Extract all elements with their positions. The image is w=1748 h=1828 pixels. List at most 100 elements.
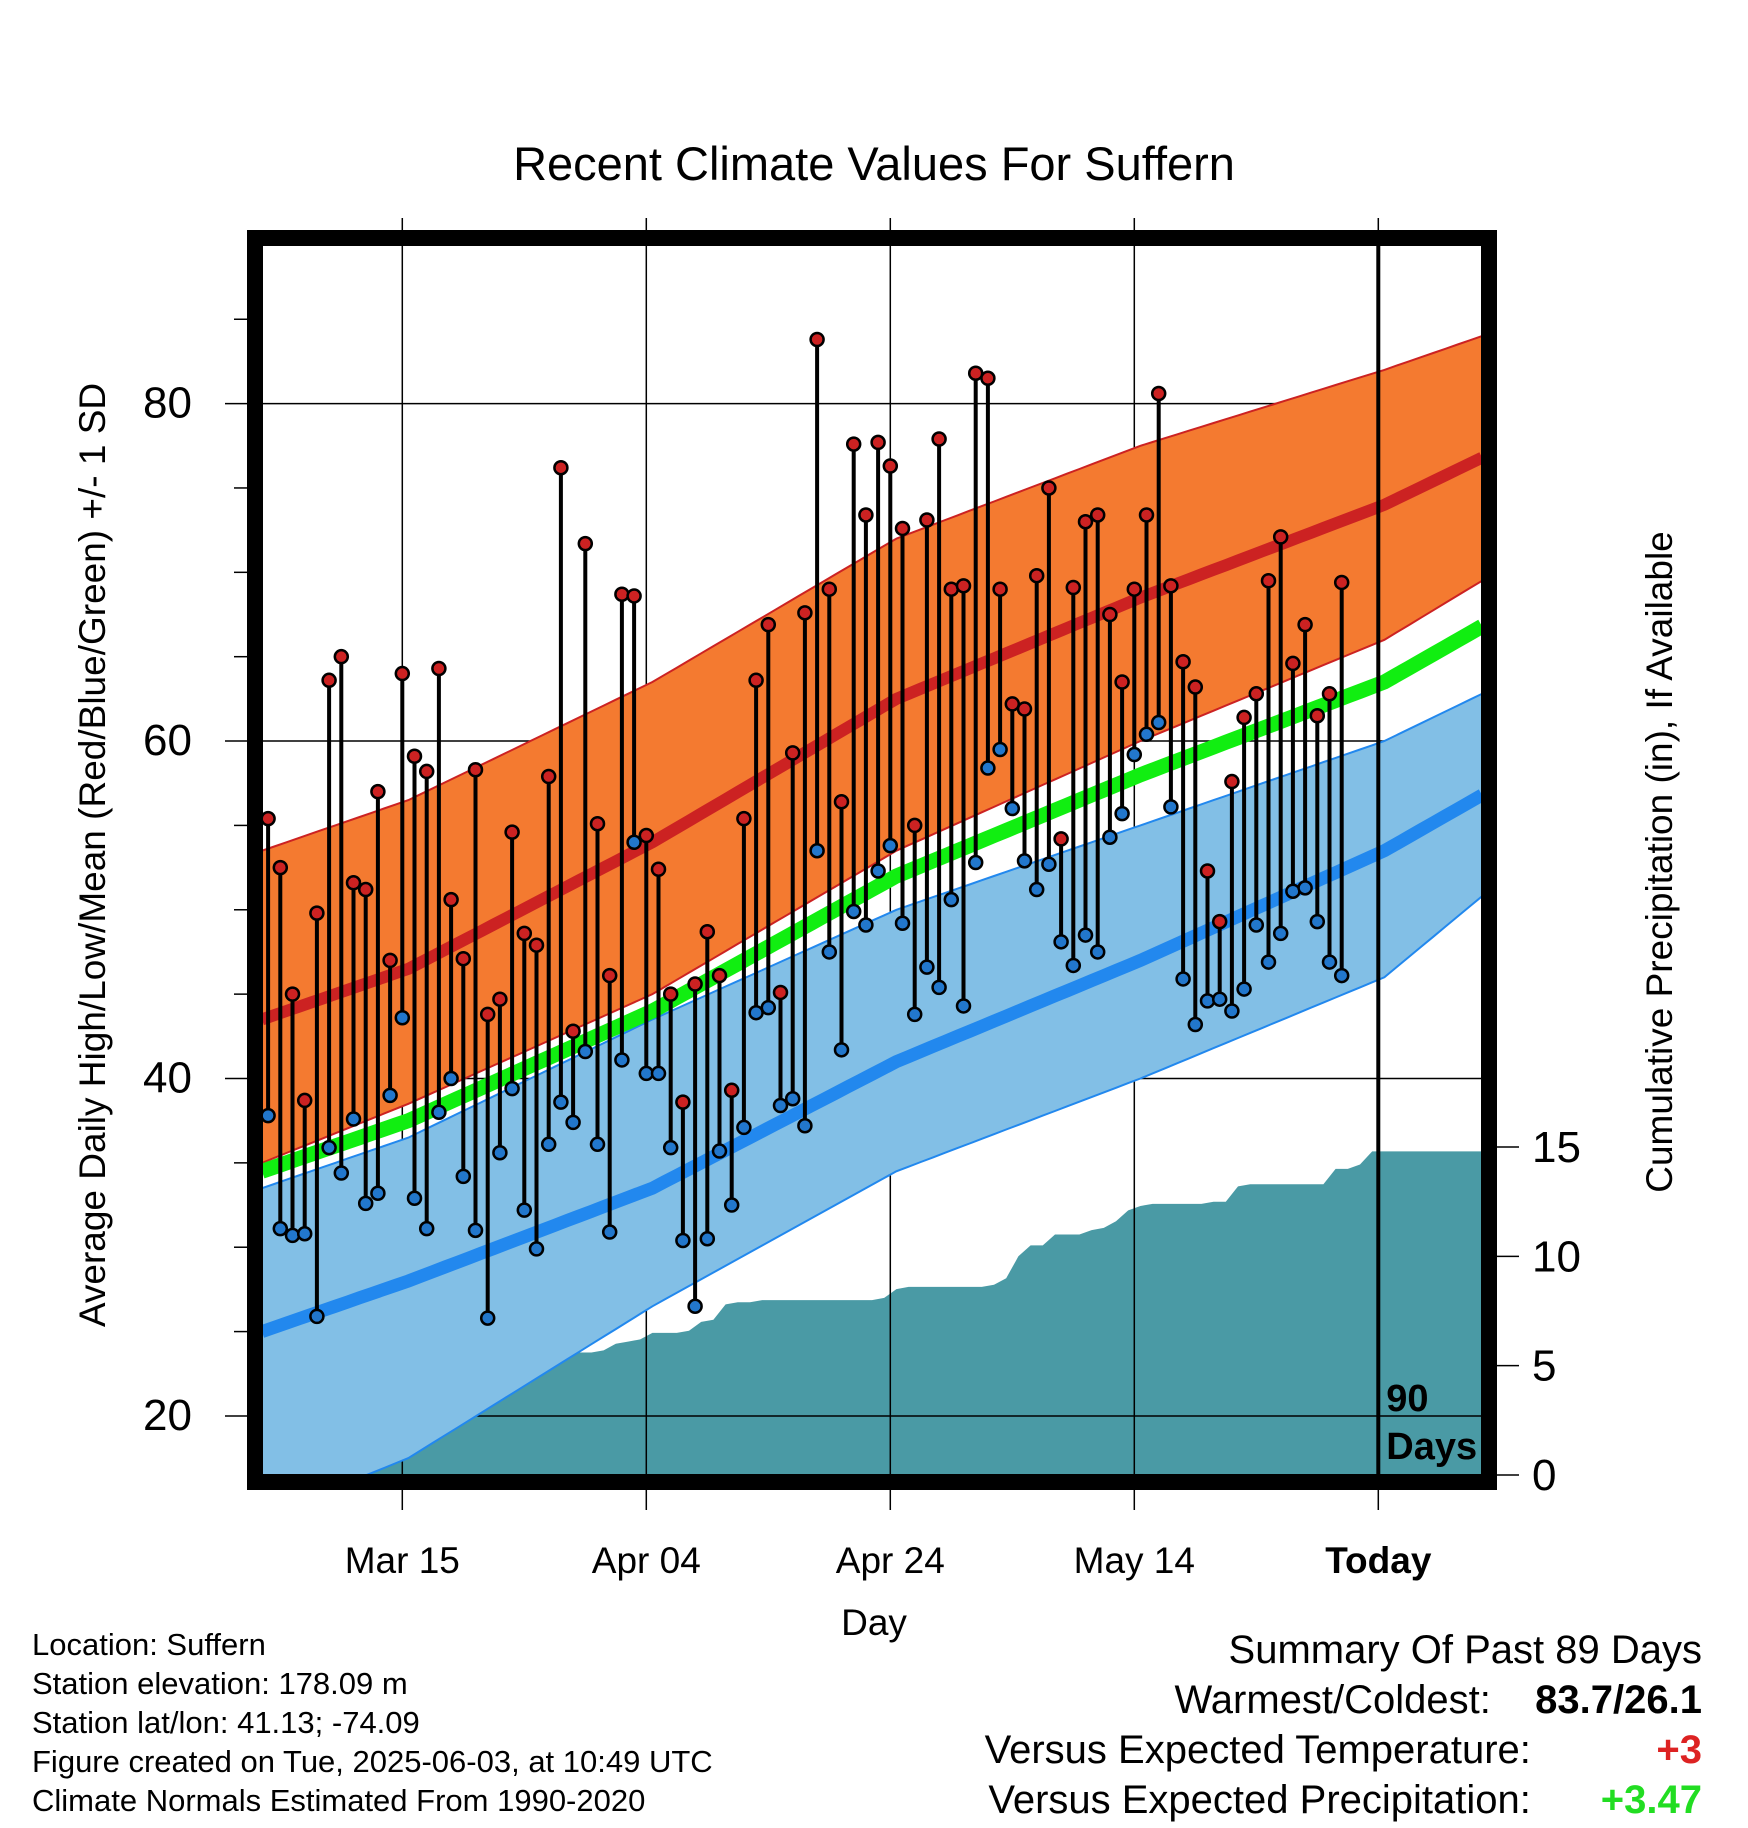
high-point (1114, 674, 1130, 690)
low-point (528, 1241, 545, 1257)
low-point (467, 1222, 484, 1239)
high-point (1224, 773, 1240, 790)
low-point (296, 1225, 313, 1242)
high-point (357, 881, 374, 898)
plot-content: 90 Days (262, 245, 1482, 1475)
y2-axis-label: Cumulative Precipitation (in), If Availa… (1639, 531, 1680, 1193)
high-point (931, 431, 947, 447)
low-point (1199, 993, 1216, 1009)
low-point (1260, 954, 1277, 970)
low-point (1236, 981, 1252, 997)
low-point (1224, 1003, 1240, 1019)
high-point (467, 761, 484, 778)
low-point (699, 1231, 716, 1247)
high-point (748, 672, 764, 689)
high-point (723, 1082, 740, 1099)
y-tick-label: 20 (143, 1391, 192, 1440)
low-point (382, 1087, 398, 1104)
low-point (565, 1114, 581, 1131)
low-point (1297, 880, 1313, 896)
axes: 20 40 60 80 0 5 10 15 Mar 15 Apr 04 Apr 24 May 14 To… (143, 218, 1581, 1581)
high-point (321, 672, 337, 689)
low-point (309, 1308, 325, 1325)
low-point (553, 1094, 569, 1110)
high-point (894, 520, 911, 537)
low-point (1102, 829, 1118, 845)
x-tick-label: Apr 24 (836, 1540, 945, 1581)
high-point (272, 859, 289, 876)
low-point (919, 959, 935, 975)
low-point (894, 915, 911, 932)
high-point (797, 605, 813, 621)
low-point (272, 1220, 289, 1237)
high-point (1309, 707, 1326, 724)
low-point (431, 1104, 447, 1120)
low-point (736, 1119, 752, 1136)
low-sd-band (262, 692, 1482, 1475)
low-point (858, 917, 874, 933)
high-point (699, 923, 716, 940)
low-point (882, 837, 899, 854)
low-point (1126, 746, 1143, 763)
high-point (1016, 701, 1033, 717)
high-point (906, 817, 923, 834)
warmest-coldest-value: 83.7/26.1 (1535, 1678, 1702, 1722)
high-point (492, 991, 508, 1007)
low-point (809, 842, 825, 859)
high-point (504, 824, 520, 840)
high-point (614, 586, 630, 603)
temp-value: +3 (1656, 1728, 1702, 1772)
high-point (1102, 606, 1118, 623)
low-point (406, 1190, 423, 1207)
high-point (1175, 653, 1191, 670)
high-point (406, 748, 423, 764)
x-tick-label: Today (1325, 1540, 1432, 1581)
high-point (418, 763, 435, 780)
high-point (1211, 913, 1228, 930)
mean-normal-line (262, 619, 1482, 1179)
low-point (1089, 944, 1106, 960)
plot-frame (247, 230, 1497, 1490)
low-point (418, 1220, 435, 1237)
high-point (394, 665, 411, 682)
high-point (1089, 507, 1106, 523)
high-point (760, 616, 777, 633)
low-point (662, 1139, 679, 1156)
low-point (967, 854, 984, 871)
high-point (370, 783, 386, 800)
high-point (882, 458, 899, 474)
low-point (345, 1111, 362, 1127)
low-point (1053, 934, 1069, 950)
high-point (784, 745, 801, 761)
low-point (1028, 881, 1045, 898)
low-point (333, 1165, 350, 1181)
low-point (589, 1136, 606, 1153)
precip-value: +3.47 (1600, 1778, 1702, 1822)
low-point (357, 1195, 374, 1212)
normals-period-text: Climate Normals Estimated From 1990-2020 (32, 1783, 646, 1818)
high-point (1077, 513, 1094, 530)
low-point (1138, 726, 1155, 743)
low-point (577, 1043, 594, 1060)
low-point (1211, 991, 1228, 1007)
high-normal-line (262, 452, 1482, 1026)
low-point (1114, 805, 1130, 822)
high-point (479, 1006, 496, 1023)
high-point (626, 588, 642, 604)
y-tick-label: 80 (143, 379, 192, 428)
high-point (333, 648, 350, 665)
high-point (262, 810, 276, 827)
low-point (772, 1097, 789, 1114)
high-point (1236, 709, 1252, 726)
y-axis-label: Average Daily High/Low/Mean (Red/Blue/Gr… (72, 383, 113, 1327)
low-point (540, 1136, 557, 1153)
low-point (504, 1080, 520, 1097)
low-point (1248, 917, 1265, 933)
high-point (711, 967, 728, 984)
high-point (772, 984, 789, 1001)
low-point (262, 1107, 276, 1124)
precip-label: Versus Expected Precipitation: (988, 1778, 1531, 1822)
low-point (492, 1144, 508, 1161)
low-point (784, 1090, 801, 1107)
